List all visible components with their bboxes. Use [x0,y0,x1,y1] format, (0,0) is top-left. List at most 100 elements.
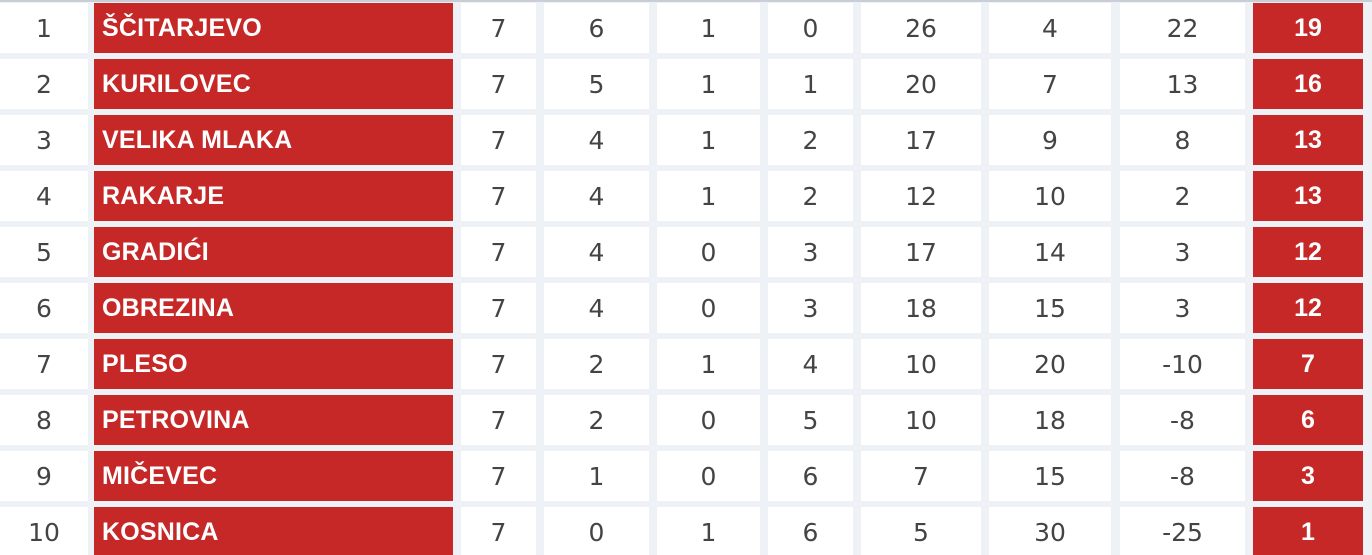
goals-for-cell: 12 [861,171,981,221]
drawn-cell: 1 [657,59,760,109]
team-name-cell: VELIKA MLAKA [94,115,453,165]
played-cell: 7 [461,3,536,53]
lost-cell: 0 [768,3,853,53]
lost-cell: 5 [768,395,853,445]
won-cell: 1 [544,451,649,501]
goals-against-cell: 30 [989,507,1111,555]
won-cell: 6 [544,3,649,53]
goals-for-cell: 7 [861,451,981,501]
goal-difference-cell: -25 [1120,507,1245,555]
goals-against-cell: 7 [989,59,1111,109]
goal-difference-cell: -10 [1120,339,1245,389]
goals-for-cell: 18 [861,283,981,333]
lost-cell: 1 [768,59,853,109]
team-name-cell: KOSNICA [94,507,453,555]
drawn-cell: 0 [657,395,760,445]
goals-for-cell: 17 [861,115,981,165]
drawn-cell: 1 [657,171,760,221]
goals-against-cell: 15 [989,451,1111,501]
lost-cell: 6 [768,507,853,555]
position-cell: 3 [0,115,88,165]
goals-against-cell: 9 [989,115,1111,165]
position-cell: 6 [0,283,88,333]
drawn-cell: 0 [657,451,760,501]
team-name-cell: PETROVINA [94,395,453,445]
team-name-cell: KURILOVEC [94,59,453,109]
points-cell: 16 [1253,59,1363,109]
lost-cell: 3 [768,227,853,277]
goals-for-cell: 20 [861,59,981,109]
table-row: 5 GRADIĆI 7 4 0 3 17 14 3 12 [0,227,1372,277]
drawn-cell: 0 [657,227,760,277]
won-cell: 4 [544,115,649,165]
won-cell: 0 [544,507,649,555]
table-row: 8 PETROVINA 7 2 0 5 10 18 -8 6 [0,395,1372,445]
points-cell: 12 [1253,227,1363,277]
lost-cell: 2 [768,171,853,221]
won-cell: 4 [544,227,649,277]
table-row: 7 PLESO 7 2 1 4 10 20 -10 7 [0,339,1372,389]
goals-against-cell: 20 [989,339,1111,389]
team-name-cell: GRADIĆI [94,227,453,277]
goal-difference-cell: 8 [1120,115,1245,165]
played-cell: 7 [461,507,536,555]
table-row: 6 OBREZINA 7 4 0 3 18 15 3 12 [0,283,1372,333]
played-cell: 7 [461,171,536,221]
played-cell: 7 [461,451,536,501]
goal-difference-cell: -8 [1120,451,1245,501]
drawn-cell: 0 [657,283,760,333]
played-cell: 7 [461,115,536,165]
drawn-cell: 1 [657,3,760,53]
goal-difference-cell: 13 [1120,59,1245,109]
position-cell: 7 [0,339,88,389]
position-cell: 9 [0,451,88,501]
points-cell: 13 [1253,115,1363,165]
team-name-cell: ŠČITARJEVO [94,3,453,53]
drawn-cell: 1 [657,507,760,555]
goal-difference-cell: 22 [1120,3,1245,53]
lost-cell: 6 [768,451,853,501]
table-row: 2 KURILOVEC 7 5 1 1 20 7 13 16 [0,59,1372,109]
position-cell: 5 [0,227,88,277]
won-cell: 2 [544,395,649,445]
table-row: 3 VELIKA MLAKA 7 4 1 2 17 9 8 13 [0,115,1372,165]
goal-difference-cell: 3 [1120,283,1245,333]
position-cell: 4 [0,171,88,221]
won-cell: 4 [544,283,649,333]
won-cell: 5 [544,59,649,109]
position-cell: 8 [0,395,88,445]
position-cell: 2 [0,59,88,109]
played-cell: 7 [461,283,536,333]
team-name-cell: OBREZINA [94,283,453,333]
played-cell: 7 [461,339,536,389]
goals-for-cell: 17 [861,227,981,277]
drawn-cell: 1 [657,339,760,389]
points-cell: 3 [1253,451,1363,501]
table-row: 10 KOSNICA 7 0 1 6 5 30 -25 1 [0,507,1372,555]
won-cell: 4 [544,171,649,221]
team-name-cell: MIČEVEC [94,451,453,501]
goals-against-cell: 15 [989,283,1111,333]
goals-against-cell: 10 [989,171,1111,221]
goal-difference-cell: 3 [1120,227,1245,277]
lost-cell: 4 [768,339,853,389]
table-row: 4 RAKARJE 7 4 1 2 12 10 2 13 [0,171,1372,221]
team-name-cell: PLESO [94,339,453,389]
played-cell: 7 [461,395,536,445]
goals-for-cell: 26 [861,3,981,53]
table-row: 9 MIČEVEC 7 1 0 6 7 15 -8 3 [0,451,1372,501]
points-cell: 12 [1253,283,1363,333]
points-cell: 19 [1253,3,1363,53]
goals-against-cell: 18 [989,395,1111,445]
lost-cell: 2 [768,115,853,165]
won-cell: 2 [544,339,649,389]
drawn-cell: 1 [657,115,760,165]
points-cell: 6 [1253,395,1363,445]
position-cell: 10 [0,507,88,555]
goals-for-cell: 10 [861,395,981,445]
position-cell: 1 [0,3,88,53]
goal-difference-cell: -8 [1120,395,1245,445]
table-row: 1 ŠČITARJEVO 7 6 1 0 26 4 22 19 [0,3,1372,53]
team-name-cell: RAKARJE [94,171,453,221]
